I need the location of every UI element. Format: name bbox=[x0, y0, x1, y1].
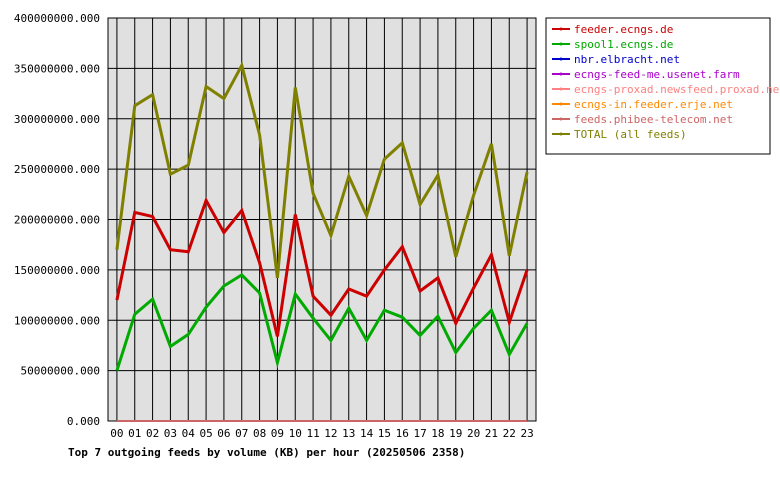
x-tick-label: 08 bbox=[253, 427, 266, 440]
legend-marker bbox=[559, 42, 563, 46]
legend-box bbox=[545, 17, 771, 155]
series-line-7 bbox=[115, 61, 529, 279]
x-tick-label: 20 bbox=[467, 427, 480, 440]
legend-label: TOTAL (all feeds) bbox=[574, 128, 687, 141]
x-tick-label: 21 bbox=[485, 427, 498, 440]
y-tick-label: 400000000.000 bbox=[14, 12, 100, 25]
legend-label: spool1.ecngs.de bbox=[574, 38, 673, 51]
legend-label: ecngs-in.feeder.erje.net bbox=[574, 98, 733, 111]
x-tick-label: 14 bbox=[360, 427, 374, 440]
x-tick-label: 09 bbox=[271, 427, 284, 440]
chart-title: Top 7 outgoing feeds by volume (KB) per … bbox=[68, 446, 465, 459]
legend-label: feeder.ecngs.de bbox=[574, 23, 673, 36]
x-tick-label: 19 bbox=[449, 427, 462, 440]
plot-area: 0.000 50000000.000 100000000.000 150000000.… bbox=[14, 12, 537, 440]
x-tick-label: 04 bbox=[182, 427, 196, 440]
x-tick-label: 01 bbox=[128, 427, 141, 440]
legend-label: feeds.phibee-telecom.net bbox=[574, 113, 733, 126]
legend-marker bbox=[559, 117, 563, 121]
legend-label: ecngs-proxad.newsfeed.proxad.net bbox=[574, 83, 780, 96]
y-tick-label: 50000000.000 bbox=[21, 365, 100, 378]
x-tick-label: 18 bbox=[431, 427, 444, 440]
x-tick-label: 22 bbox=[503, 427, 516, 440]
y-tick-label: 300000000.000 bbox=[14, 113, 100, 126]
x-tick-label: 13 bbox=[342, 427, 355, 440]
legend-marker bbox=[559, 57, 563, 61]
y-tick-label: 200000000.000 bbox=[14, 214, 100, 227]
series-line-0 bbox=[115, 196, 529, 337]
x-tick-label: 17 bbox=[413, 427, 426, 440]
x-tick-label: 06 bbox=[217, 427, 230, 440]
legend: feeder.ecngs.de spool1.ecngs.de nbr.elbrac… bbox=[545, 17, 780, 155]
x-tick-label: 10 bbox=[289, 427, 302, 440]
x-tick-label: 02 bbox=[146, 427, 159, 440]
x-tick-label: 15 bbox=[378, 427, 391, 440]
x-tick-label: 12 bbox=[324, 427, 337, 440]
y-tick-label: 100000000.000 bbox=[14, 314, 100, 327]
y-tick-label: 0.000 bbox=[67, 415, 100, 428]
x-tick-label: 03 bbox=[164, 427, 177, 440]
x-tick-label: 00 bbox=[110, 427, 123, 440]
legend-marker bbox=[559, 27, 563, 31]
x-tick-label: 23 bbox=[520, 427, 533, 440]
legend-marker bbox=[559, 132, 563, 136]
x-tick-label: 05 bbox=[199, 427, 212, 440]
y-tick-label: 350000000.000 bbox=[14, 62, 100, 75]
series-line-1 bbox=[115, 272, 529, 372]
legend-label: ecngs-feed-me.usenet.farm bbox=[574, 68, 740, 81]
x-tick-label: 07 bbox=[235, 427, 248, 440]
legend-label: nbr.elbracht.net bbox=[574, 53, 680, 66]
legend-marker bbox=[559, 87, 563, 91]
y-tick-label: 150000000.000 bbox=[14, 264, 100, 277]
y-tick-label: 250000000.000 bbox=[14, 163, 100, 176]
x-tick-label: 16 bbox=[396, 427, 409, 440]
x-tick-label: 11 bbox=[306, 427, 319, 440]
legend-marker bbox=[559, 102, 563, 106]
legend-marker bbox=[559, 72, 563, 76]
